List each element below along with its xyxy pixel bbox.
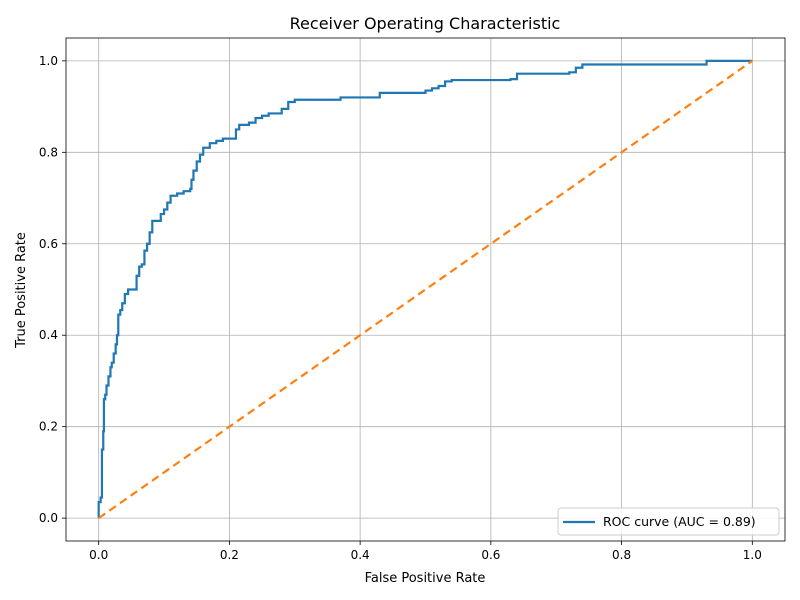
y-tick-label: 0.2: [39, 420, 58, 434]
legend-box: [557, 507, 780, 536]
x-tick-label: 0.4: [351, 548, 370, 562]
chart-title: Receiver Operating Characteristic: [290, 14, 561, 33]
x-tick-label: 0.0: [89, 548, 108, 562]
plot-frame: [65, 37, 786, 542]
x-tick-label: 0.2: [220, 548, 239, 562]
x-tick-label: 0.6: [481, 548, 500, 562]
y-axis-label: True Positive Rate: [14, 232, 29, 349]
x-tick-label: 1.0: [743, 548, 762, 562]
ticks: 0.0 0.2 0.4 0.6 0.8 1.0 0.0 0.2 0.4 0.6 0.8 1.0: [39, 54, 762, 562]
grid: [66, 38, 785, 541]
y-tick-label: 1.0: [39, 54, 58, 68]
chance-diagonal-line: [98, 59, 753, 520]
series-layer: [97, 59, 753, 520]
x-axis-label: False Positive Rate: [365, 571, 486, 586]
x-tick-label: 0.8: [612, 548, 631, 562]
roc-curve-line: [97, 59, 753, 519]
y-tick-label: 0.8: [39, 145, 58, 159]
y-tick-label: 0.6: [39, 237, 58, 251]
y-tick-label: 0.4: [39, 328, 58, 342]
legend-label: ROC curve (AUC = 0.89): [603, 514, 756, 529]
y-tick-label: 0.0: [39, 511, 58, 525]
legend: ROC curve (AUC = 0.89): [557, 507, 780, 536]
